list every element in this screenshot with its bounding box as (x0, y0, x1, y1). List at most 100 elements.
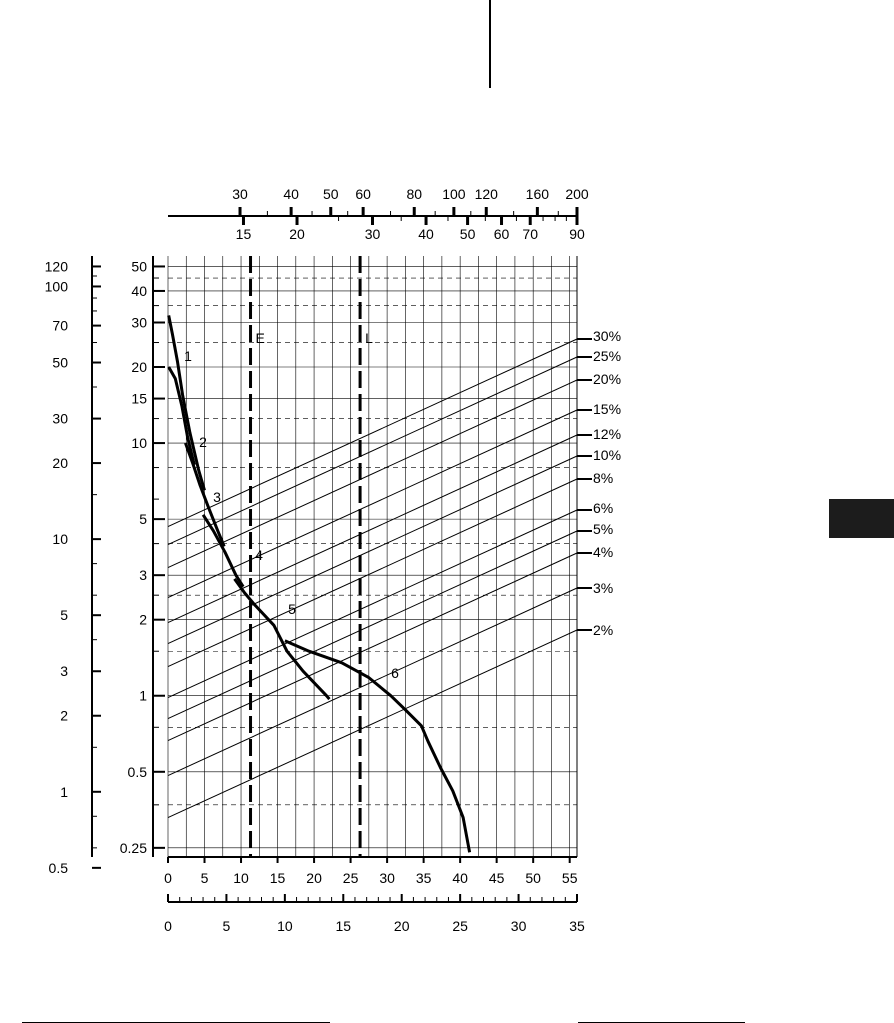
secondary-axis-tick-label: 5 (223, 918, 231, 934)
top-inner-tick-label: 40 (418, 226, 434, 242)
left-inner-tick-label: 30 (131, 315, 147, 331)
curve (167, 366, 196, 466)
left-outer-tick-label: 2 (60, 708, 68, 724)
left-inner-tick-label: 10 (131, 435, 147, 451)
top-outer-tick-label: 120 (475, 186, 499, 202)
left-outer-tick-label: 3 (60, 663, 68, 679)
bottom-axis-tick-label: 30 (379, 870, 395, 886)
bottom-axis-tick-label: 40 (452, 870, 468, 886)
curve-label: 4 (255, 547, 263, 563)
bottom-axis-tick-label: 10 (233, 870, 249, 886)
secondary-axis-tick-label: 35 (569, 918, 585, 934)
curve-label: 1 (184, 348, 192, 364)
bottom-axis-tick-label: 50 (525, 870, 541, 886)
top-inner-tick-label: 70 (522, 226, 538, 242)
left-inner-tick-label: 15 (131, 391, 147, 407)
bottom-axis-tick-label: 55 (562, 870, 578, 886)
grade-label: 4% (593, 544, 613, 560)
curve (284, 639, 472, 853)
bottom-axis-tick-label: 5 (201, 870, 209, 886)
curve (233, 578, 331, 701)
left-outer-tick-label: 10 (52, 531, 68, 547)
secondary-axis-tick-label: 30 (511, 918, 527, 934)
top-outer-tick-label: 100 (442, 186, 466, 202)
curve-label: 3 (213, 489, 221, 505)
curve-label: 5 (288, 601, 296, 617)
grade-label: 8% (593, 470, 613, 486)
grade-label: 15% (593, 401, 621, 417)
secondary-axis-tick-label: 0 (164, 918, 172, 934)
top-inner-tick-label: 15 (236, 226, 252, 242)
top-outer-tick-label: 200 (565, 186, 589, 202)
bottom-axis-tick-label: 45 (489, 870, 505, 886)
grade-line (167, 629, 578, 818)
bottom-axis-tick-label: 25 (343, 870, 359, 886)
left-outer-tick-label: 120 (45, 258, 69, 274)
top-inner-tick-label: 90 (569, 226, 585, 242)
grade-label: 6% (593, 500, 613, 516)
secondary-axis-tick-label: 15 (335, 918, 351, 934)
grade-label: 30% (593, 328, 621, 344)
grade-line (167, 409, 578, 598)
left-outer-tick-label: 1 (60, 784, 68, 800)
left-inner-tick-label: 3 (139, 567, 147, 583)
top-inner-tick-label: 50 (460, 226, 476, 242)
left-inner-tick-label: 5 (139, 511, 147, 527)
top-outer-tick-label: 160 (526, 186, 550, 202)
top-outer-tick-label: 50 (323, 186, 339, 202)
grade-line (167, 434, 578, 623)
top-inner-tick-label: 30 (365, 226, 381, 242)
left-inner-tick-label: 0.25 (120, 840, 147, 856)
grade-line (167, 379, 578, 568)
left-inner-tick-label: 0.5 (128, 764, 148, 780)
left-outer-tick-label: 20 (52, 455, 68, 471)
marker-label: E (256, 330, 265, 346)
grade-line (167, 530, 578, 719)
bottom-axis-tick-label: 20 (306, 870, 322, 886)
top-outer-tick-label: 40 (283, 186, 299, 202)
chart-grid (167, 256, 578, 857)
grade-label: 2% (593, 622, 613, 638)
top-inner-tick-label: 60 (494, 226, 510, 242)
left-outer-tick-label: 50 (52, 355, 68, 371)
left-inner-tick-label: 2 (139, 612, 147, 628)
bottom-axis-tick-label: 15 (270, 870, 286, 886)
left-inner-tick-label: 20 (131, 359, 147, 375)
grade-label: 3% (593, 580, 613, 596)
grade-label: 10% (593, 447, 621, 463)
secondary-axis-tick-label: 25 (452, 918, 468, 934)
grade-line (167, 338, 578, 527)
left-inner-tick-label: 1 (139, 688, 147, 704)
left-outer-tick-label: 70 (52, 318, 68, 334)
grade-line (167, 552, 578, 741)
top-outer-tick-label: 80 (406, 186, 422, 202)
bottom-axis-tick-label: 0 (164, 870, 172, 886)
top-outer-tick-label: 60 (355, 186, 371, 202)
performance-curves: 1 2 3 4 5 6 (167, 315, 472, 853)
grade-label: 5% (593, 521, 613, 537)
marker-label: L (365, 330, 373, 346)
grade-line (167, 478, 578, 667)
top-outer-tick-label: 30 (232, 186, 248, 202)
secondary-axis-tick-label: 10 (277, 918, 293, 934)
curve (167, 315, 206, 491)
grade-lines: 30% 25% 20% 15% 12% 10% 8% 6% 5% 4% 3% 2% (167, 328, 621, 818)
curve (184, 442, 226, 547)
top-inner-tick-label: 20 (289, 226, 305, 242)
bottom-axis-tick-label: 35 (416, 870, 432, 886)
left-outer-tick-label: 100 (45, 278, 69, 294)
section-tab-marker (829, 499, 894, 538)
left-outer-tick-label: 5 (60, 607, 68, 623)
curve (201, 513, 245, 588)
secondary-axis-tick-label: 20 (394, 918, 410, 934)
left-outer-tick-label: 0.5 (49, 860, 69, 876)
grade-label: 12% (593, 426, 621, 442)
curve-label: 2 (199, 434, 207, 450)
grade-label: 25% (593, 348, 621, 364)
grade-line (167, 455, 578, 644)
left-outer-tick-label: 30 (52, 411, 68, 427)
left-inner-tick-label: 40 (131, 283, 147, 299)
